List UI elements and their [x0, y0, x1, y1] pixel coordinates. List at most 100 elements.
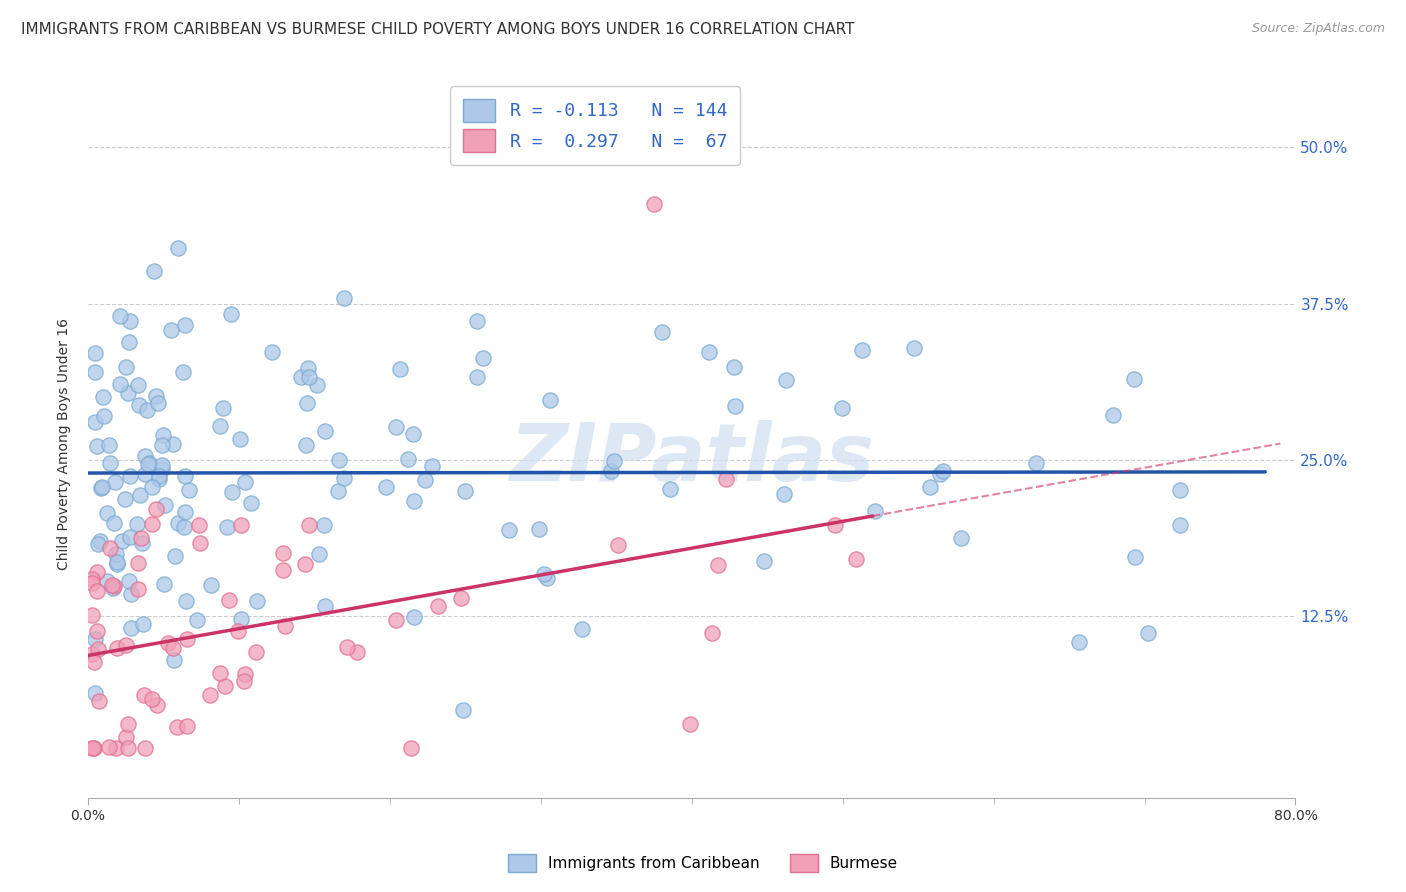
Point — [226, 624, 249, 638]
Point — [498, 523, 520, 537]
Point — [101, 578, 124, 592]
Point — [385, 613, 408, 627]
Point — [141, 692, 163, 706]
Point — [451, 703, 474, 717]
Point — [851, 343, 873, 357]
Point — [188, 535, 211, 549]
Point — [217, 520, 239, 534]
Point — [845, 552, 868, 566]
Point — [200, 578, 222, 592]
Point — [91, 390, 114, 404]
Point — [643, 196, 665, 211]
Point — [117, 335, 139, 350]
Point — [336, 640, 359, 655]
Point — [328, 453, 350, 467]
Point — [465, 370, 488, 384]
Point — [208, 665, 231, 680]
Point — [82, 607, 104, 622]
Text: Source: ZipAtlas.com: Source: ZipAtlas.com — [1251, 22, 1385, 36]
Point — [104, 475, 127, 489]
Point — [326, 483, 349, 498]
Point — [118, 314, 141, 328]
Point — [148, 472, 170, 486]
Point — [84, 632, 107, 646]
Point — [221, 485, 243, 500]
Point — [401, 740, 423, 755]
Point — [176, 718, 198, 732]
Point — [297, 360, 319, 375]
Point — [229, 612, 252, 626]
Point — [150, 458, 173, 472]
Point — [454, 484, 477, 499]
Point — [145, 698, 167, 712]
Legend: Immigrants from Caribbean, Burmese: Immigrants from Caribbean, Burmese — [501, 846, 905, 880]
Point — [346, 645, 368, 659]
Point — [218, 593, 240, 607]
Point — [90, 481, 112, 495]
Point — [233, 667, 256, 681]
Point — [533, 566, 555, 581]
Point — [305, 378, 328, 392]
Text: ZIPatlas: ZIPatlas — [509, 419, 875, 498]
Point — [297, 518, 319, 533]
Point — [245, 645, 267, 659]
Point — [333, 291, 356, 305]
Point — [233, 475, 256, 490]
Point — [131, 536, 153, 550]
Point — [863, 503, 886, 517]
Point — [294, 438, 316, 452]
Point — [97, 438, 120, 452]
Point — [148, 468, 170, 483]
Point — [103, 516, 125, 530]
Point — [118, 531, 141, 545]
Point — [153, 499, 176, 513]
Point — [404, 494, 426, 508]
Point — [103, 581, 125, 595]
Point — [120, 621, 142, 635]
Point — [160, 323, 183, 337]
Point — [527, 522, 550, 536]
Point — [163, 549, 186, 563]
Point — [723, 359, 745, 374]
Point — [114, 491, 136, 506]
Point — [84, 416, 107, 430]
Point — [700, 626, 723, 640]
Point — [903, 341, 925, 355]
Point — [831, 401, 853, 415]
Point — [118, 574, 141, 589]
Point — [152, 427, 174, 442]
Point — [173, 469, 195, 483]
Point — [82, 647, 104, 661]
Point — [314, 599, 336, 613]
Point — [450, 591, 472, 605]
Point — [312, 518, 335, 533]
Point — [1137, 625, 1160, 640]
Point — [172, 365, 194, 379]
Point — [246, 594, 269, 608]
Legend: R = -0.113   N = 144, R =  0.297   N =  67: R = -0.113 N = 144, R = 0.297 N = 67 — [450, 86, 740, 165]
Point — [1025, 456, 1047, 470]
Point — [332, 471, 354, 485]
Point — [141, 480, 163, 494]
Point — [679, 717, 702, 731]
Point — [240, 496, 263, 510]
Point — [162, 437, 184, 451]
Point — [314, 424, 336, 438]
Point — [295, 396, 318, 410]
Point — [188, 518, 211, 533]
Point — [145, 388, 167, 402]
Point — [138, 457, 160, 471]
Point — [96, 574, 118, 589]
Point — [651, 325, 673, 339]
Point — [920, 480, 942, 494]
Point — [824, 518, 846, 533]
Point — [127, 557, 149, 571]
Point — [82, 575, 104, 590]
Point — [271, 563, 294, 577]
Y-axis label: Child Poverty Among Boys Under 16: Child Poverty Among Boys Under 16 — [58, 318, 72, 570]
Point — [290, 370, 312, 384]
Point — [83, 655, 105, 669]
Point — [538, 393, 561, 408]
Point — [1067, 635, 1090, 649]
Point — [131, 532, 153, 546]
